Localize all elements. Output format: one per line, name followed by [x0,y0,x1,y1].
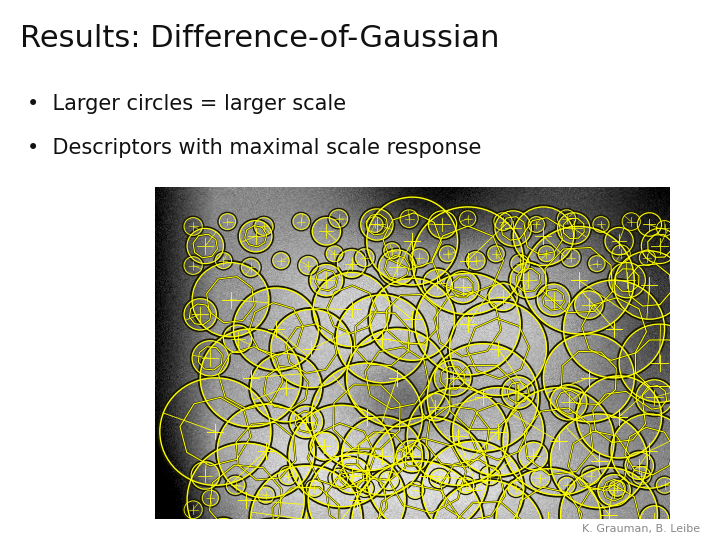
Text: Results: Difference-of-Gaussian: Results: Difference-of-Gaussian [20,24,500,53]
Text: K. Grauman, B. Leibe: K. Grauman, B. Leibe [582,523,700,534]
Text: •  Descriptors with maximal scale response: • Descriptors with maximal scale respons… [27,138,482,158]
Text: •  Larger circles = larger scale: • Larger circles = larger scale [27,94,346,114]
